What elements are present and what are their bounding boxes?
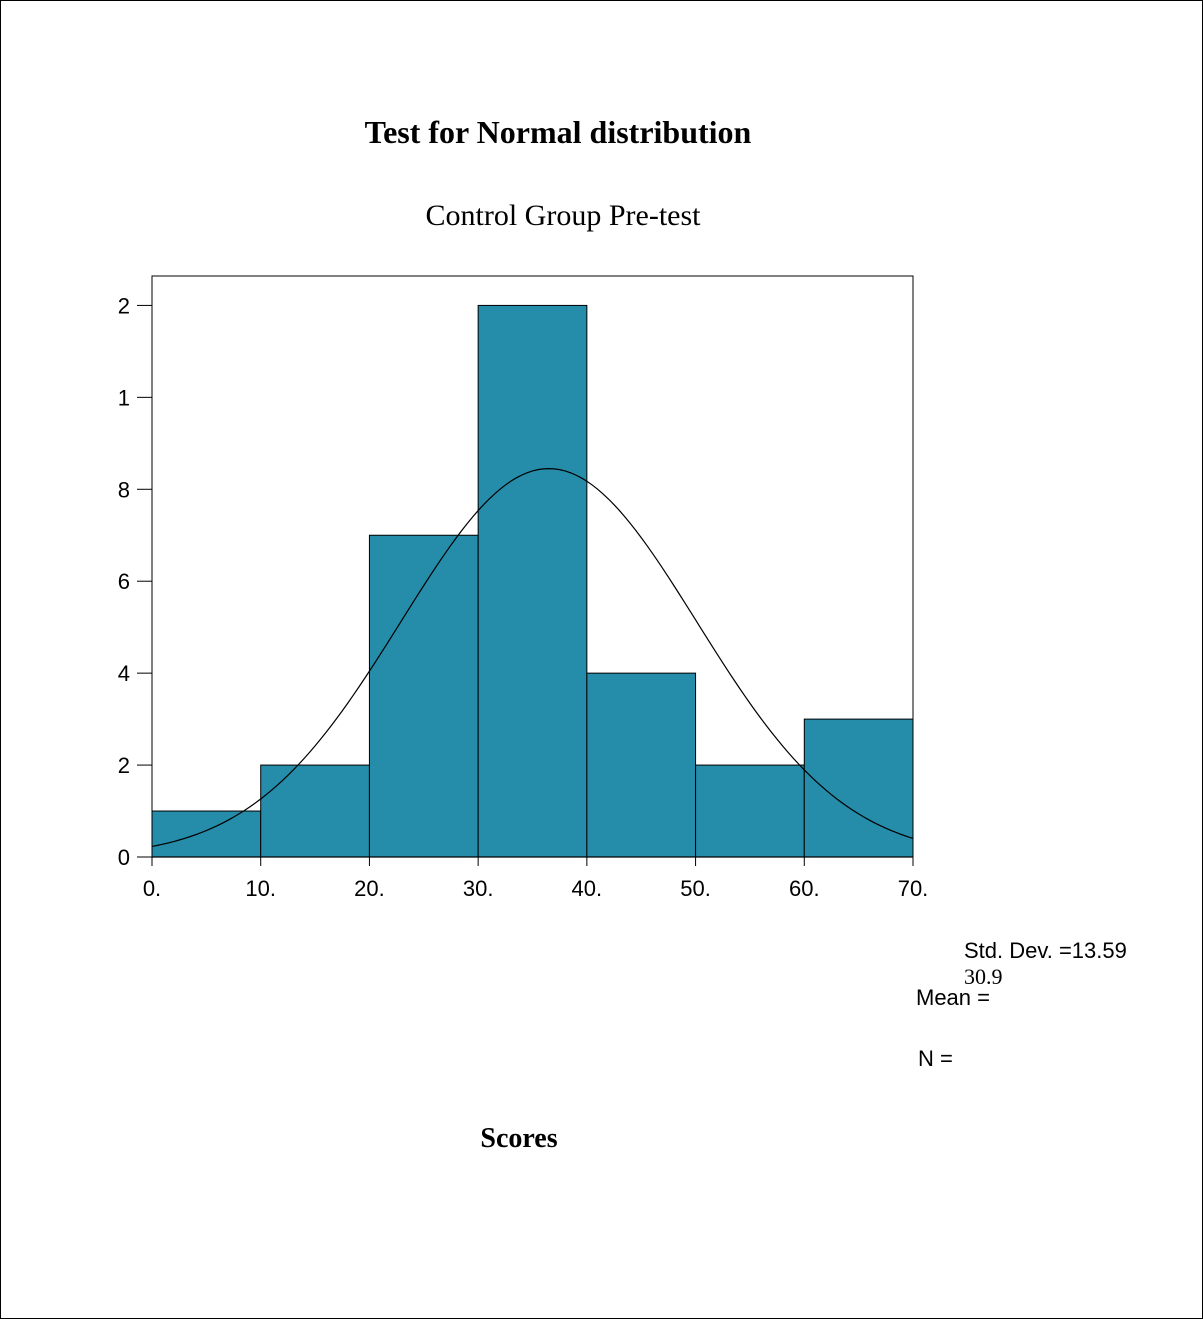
histogram-bar xyxy=(260,764,370,858)
y-tick-label: 6 xyxy=(118,569,130,594)
histogram-bar xyxy=(368,534,479,858)
x-ticks: 0. 10. 20. 30. 40. 50. 60. 70. xyxy=(143,857,928,901)
y-tick-label: 2 xyxy=(118,293,130,318)
mean-value: 30.9 xyxy=(964,964,1003,989)
chart-subtitle: Control Group Pre-test xyxy=(426,199,702,232)
n-label: N = xyxy=(918,1046,953,1071)
x-axis-label: Scores xyxy=(480,1123,557,1154)
std-dev-label: Std. Dev. =13.59 xyxy=(964,938,1127,963)
histogram-bar xyxy=(695,764,805,858)
x-tick-label: 20. xyxy=(354,876,385,901)
normal-curve xyxy=(151,467,914,848)
x-tick-label: 10. xyxy=(245,876,276,901)
y-ticks: 0 2 4 6 8 1 2 xyxy=(118,293,152,870)
histogram-bar xyxy=(586,672,697,858)
histogram-bar xyxy=(477,304,588,858)
x-tick-label: 0. xyxy=(143,876,161,901)
y-tick-label: 8 xyxy=(118,477,130,502)
y-tick-label: 1 xyxy=(118,385,130,410)
x-tick-label: 70. xyxy=(898,876,929,901)
y-tick-label: 2 xyxy=(118,753,130,778)
x-tick-label: 50. xyxy=(680,876,711,901)
y-tick-label: 0 xyxy=(118,845,130,870)
mean-label: Mean = xyxy=(916,985,990,1010)
x-tick-label: 30. xyxy=(463,876,494,901)
histogram-bar xyxy=(803,718,914,858)
x-tick-label: 60. xyxy=(789,876,820,901)
x-tick-label: 40. xyxy=(572,876,603,901)
histogram-bar xyxy=(151,810,262,858)
y-tick-label: 4 xyxy=(118,661,130,686)
chart-title: Test for Normal distribution xyxy=(365,114,752,150)
bars-group xyxy=(151,304,914,858)
